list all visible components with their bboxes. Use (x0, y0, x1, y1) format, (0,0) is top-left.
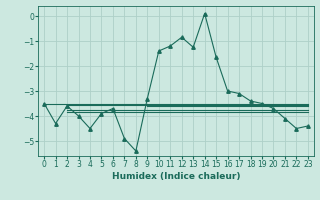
X-axis label: Humidex (Indice chaleur): Humidex (Indice chaleur) (112, 172, 240, 181)
